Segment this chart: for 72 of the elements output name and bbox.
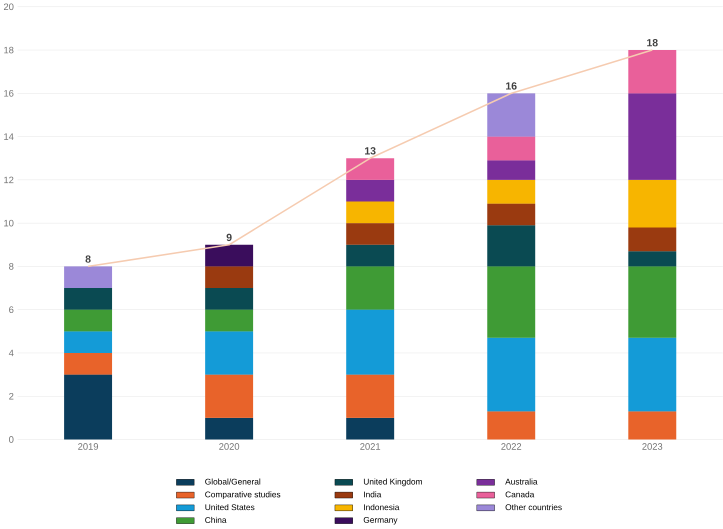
bar	[346, 180, 394, 202]
y-tick-label: 2	[9, 393, 14, 400]
bar	[205, 310, 254, 332]
bar	[628, 412, 676, 440]
legend-label: Comparative studies	[205, 491, 280, 500]
data-label: 13	[365, 147, 376, 155]
bar	[64, 266, 112, 288]
y-tick-label: 0	[9, 436, 14, 444]
y-tick-label: 14	[4, 134, 14, 140]
y-tick-label: 20	[4, 4, 14, 10]
data-label: 8	[86, 256, 91, 263]
y-tick-label: 8	[9, 263, 14, 270]
legend-label: Canada	[506, 491, 534, 498]
bar	[487, 225, 536, 267]
bar	[628, 338, 676, 412]
x-tick-label: 2021	[360, 443, 380, 450]
bar	[64, 332, 112, 354]
legend-label: United States	[205, 504, 254, 510]
bar	[64, 288, 112, 310]
legend-label: Indonesia	[364, 504, 400, 510]
bar	[346, 374, 394, 418]
legend-label: United Kingdom	[364, 478, 422, 486]
line-series	[87, 49, 654, 268]
data-label: 16	[506, 82, 517, 90]
bar	[346, 310, 394, 375]
bar	[205, 288, 254, 310]
bar	[487, 160, 536, 180]
bar	[487, 180, 536, 204]
legend-label: Australia	[505, 478, 538, 485]
legend-label: India	[364, 491, 382, 498]
bar	[205, 244, 254, 267]
bar	[628, 251, 676, 267]
bar	[628, 266, 676, 338]
bar	[628, 180, 676, 228]
bar	[346, 202, 394, 224]
bar	[205, 418, 254, 440]
x-tick-label: 2019	[78, 443, 98, 450]
y-tick-label: 18	[4, 46, 14, 54]
x-tick-label: 2020	[219, 443, 240, 450]
bar	[205, 332, 254, 375]
legend-label: Global/General	[205, 478, 260, 485]
bar	[487, 338, 536, 412]
bar	[205, 374, 254, 418]
y-tick-label: 10	[4, 220, 14, 227]
x-tick-label: 2023	[642, 443, 662, 450]
bar	[628, 50, 676, 94]
bar	[64, 353, 112, 375]
data-label: 9	[226, 234, 232, 242]
bar	[487, 204, 536, 226]
y-tick-label: 16	[4, 90, 14, 97]
y-tick-label: 6	[9, 306, 14, 314]
bar	[346, 266, 394, 310]
data-label: 18	[647, 39, 658, 47]
legend-label: Other countries	[506, 504, 562, 510]
bar	[487, 94, 536, 137]
bar	[628, 228, 676, 252]
legend-label: Germany	[364, 517, 398, 525]
bar	[205, 266, 254, 288]
bar	[628, 94, 676, 180]
y-tick-label: 4	[8, 350, 14, 356]
legend-label: China	[205, 517, 227, 524]
bar	[346, 223, 394, 245]
y-tick-label: 12	[4, 176, 14, 184]
bar	[487, 266, 536, 338]
bar	[64, 310, 112, 332]
bar	[346, 418, 394, 440]
bar	[346, 244, 394, 267]
bar	[346, 158, 394, 180]
bar	[487, 136, 536, 161]
bar	[487, 412, 536, 440]
x-tick-label: 2022	[501, 443, 522, 450]
bar	[64, 374, 112, 440]
